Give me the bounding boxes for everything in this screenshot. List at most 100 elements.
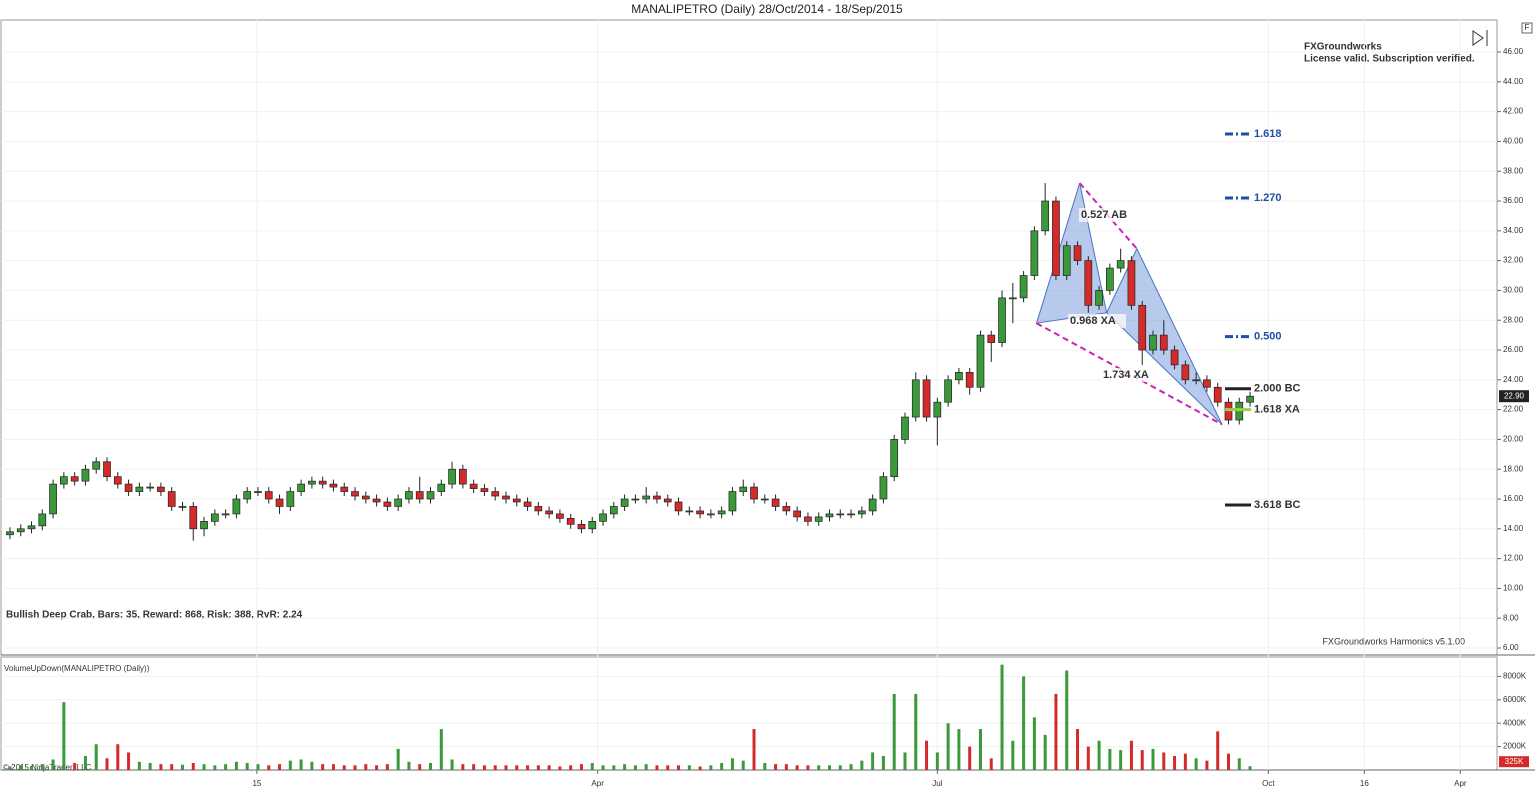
last-price-label: 22.90 [1504, 391, 1525, 400]
candle-body [976, 334, 985, 388]
candle-body [1192, 379, 1200, 382]
volume-bar [321, 764, 325, 770]
volume-bar [612, 765, 616, 770]
candle-body [1138, 304, 1147, 351]
candle-body [167, 491, 176, 507]
volume-bar [364, 764, 368, 770]
candle-body [631, 498, 640, 501]
candle-body [523, 501, 532, 507]
volume-bar [30, 765, 34, 770]
volume-bar [224, 764, 228, 770]
volume-bar [83, 755, 87, 770]
candle-body [771, 498, 780, 507]
panel-button[interactable] [1521, 22, 1533, 34]
volume-bar [741, 760, 745, 770]
volume-bar [1086, 746, 1090, 770]
volume-bar [860, 760, 864, 770]
candle-body [1106, 267, 1114, 291]
volume-bar [418, 764, 422, 770]
volume-bar [623, 764, 627, 770]
candle-body [1019, 275, 1028, 299]
volume-bar [806, 765, 810, 770]
candle-body [1127, 260, 1136, 306]
candle-body [459, 468, 467, 485]
candle-body [243, 491, 252, 500]
volume-bar [871, 752, 875, 770]
y2-tick-label: 6000K [1503, 695, 1527, 704]
y-tick-label: 30.00 [1503, 286, 1524, 295]
volume-bar [666, 765, 670, 770]
volume-bar [914, 693, 918, 770]
candle-body [1116, 260, 1125, 269]
level-label: 1.270 [1254, 192, 1282, 204]
candle-body [1213, 386, 1222, 403]
candle-body [674, 501, 683, 512]
candle-body [663, 498, 672, 503]
volume-bar [720, 762, 724, 770]
candle-body [696, 510, 704, 515]
volume-bar [1022, 676, 1026, 770]
volume-bar [1151, 748, 1155, 770]
candle-body [437, 483, 446, 492]
volume-bar [601, 765, 605, 770]
y-tick-label: 34.00 [1503, 226, 1524, 235]
level-label: 3.618 BC [1254, 499, 1301, 511]
volume-bar [1226, 753, 1230, 770]
volume-bar [1054, 693, 1058, 770]
candle-body [351, 491, 359, 497]
play-icon[interactable] [1472, 30, 1488, 46]
volume-bar [698, 766, 702, 770]
candle-body [297, 483, 305, 492]
y2-tick-label: 8000K [1503, 671, 1527, 680]
candle-body [750, 486, 758, 500]
candle-body [27, 525, 36, 530]
ratio-label: 0.968 XA [1070, 315, 1116, 327]
volume-bar [763, 762, 767, 770]
y-tick-label: 40.00 [1503, 137, 1524, 146]
volume-bar [1043, 734, 1047, 770]
volume-bar [342, 765, 346, 770]
candle-body [124, 483, 133, 492]
volume-bar [1032, 717, 1036, 770]
candle-body [1084, 260, 1093, 306]
candle-body [1149, 334, 1157, 351]
ratio-label: 1.734 XA [1103, 369, 1149, 381]
candle-body [911, 379, 920, 418]
x-tick-label: 16 [1360, 779, 1369, 788]
volume-bar [461, 764, 465, 770]
volume-bar [677, 765, 681, 770]
volume-bar [1205, 760, 1209, 770]
y-tick-label: 44.00 [1503, 77, 1524, 86]
volume-bar [526, 765, 530, 770]
candle-body [653, 495, 661, 500]
candle-body [1170, 349, 1179, 366]
volume-bar [633, 765, 637, 770]
volume-bar [256, 764, 260, 770]
y-tick-label: 42.00 [1503, 107, 1524, 116]
candle-body [717, 510, 726, 515]
volume-bar [331, 764, 335, 770]
volume-bar [1162, 752, 1166, 770]
last-price-box [1499, 390, 1529, 403]
candle-body [566, 518, 575, 525]
volume-bar [536, 765, 540, 770]
volume-bar [547, 765, 551, 770]
volume-bar [892, 693, 896, 770]
candle-body [955, 372, 963, 381]
indicator-version: FXGroundworks Harmonics v5.1.00 [1322, 636, 1465, 646]
volume-bar [1097, 740, 1101, 770]
panel-button-label[interactable]: F [1525, 23, 1530, 32]
candle-body [933, 401, 942, 418]
volume-bar [881, 755, 885, 770]
volume-bar [482, 765, 486, 770]
candle-body [480, 488, 489, 492]
volume-bar [180, 764, 184, 770]
volume-bar [105, 758, 109, 770]
volume-bar [159, 764, 163, 770]
candle-body [1073, 245, 1082, 261]
volume-bar [278, 764, 282, 770]
volume-bar [62, 702, 66, 770]
chart-title: MANALIPETRO (Daily) 28/Oct/2014 - 18/Sep… [631, 2, 903, 16]
volume-bar [1216, 731, 1220, 770]
volume-bar [644, 764, 648, 770]
